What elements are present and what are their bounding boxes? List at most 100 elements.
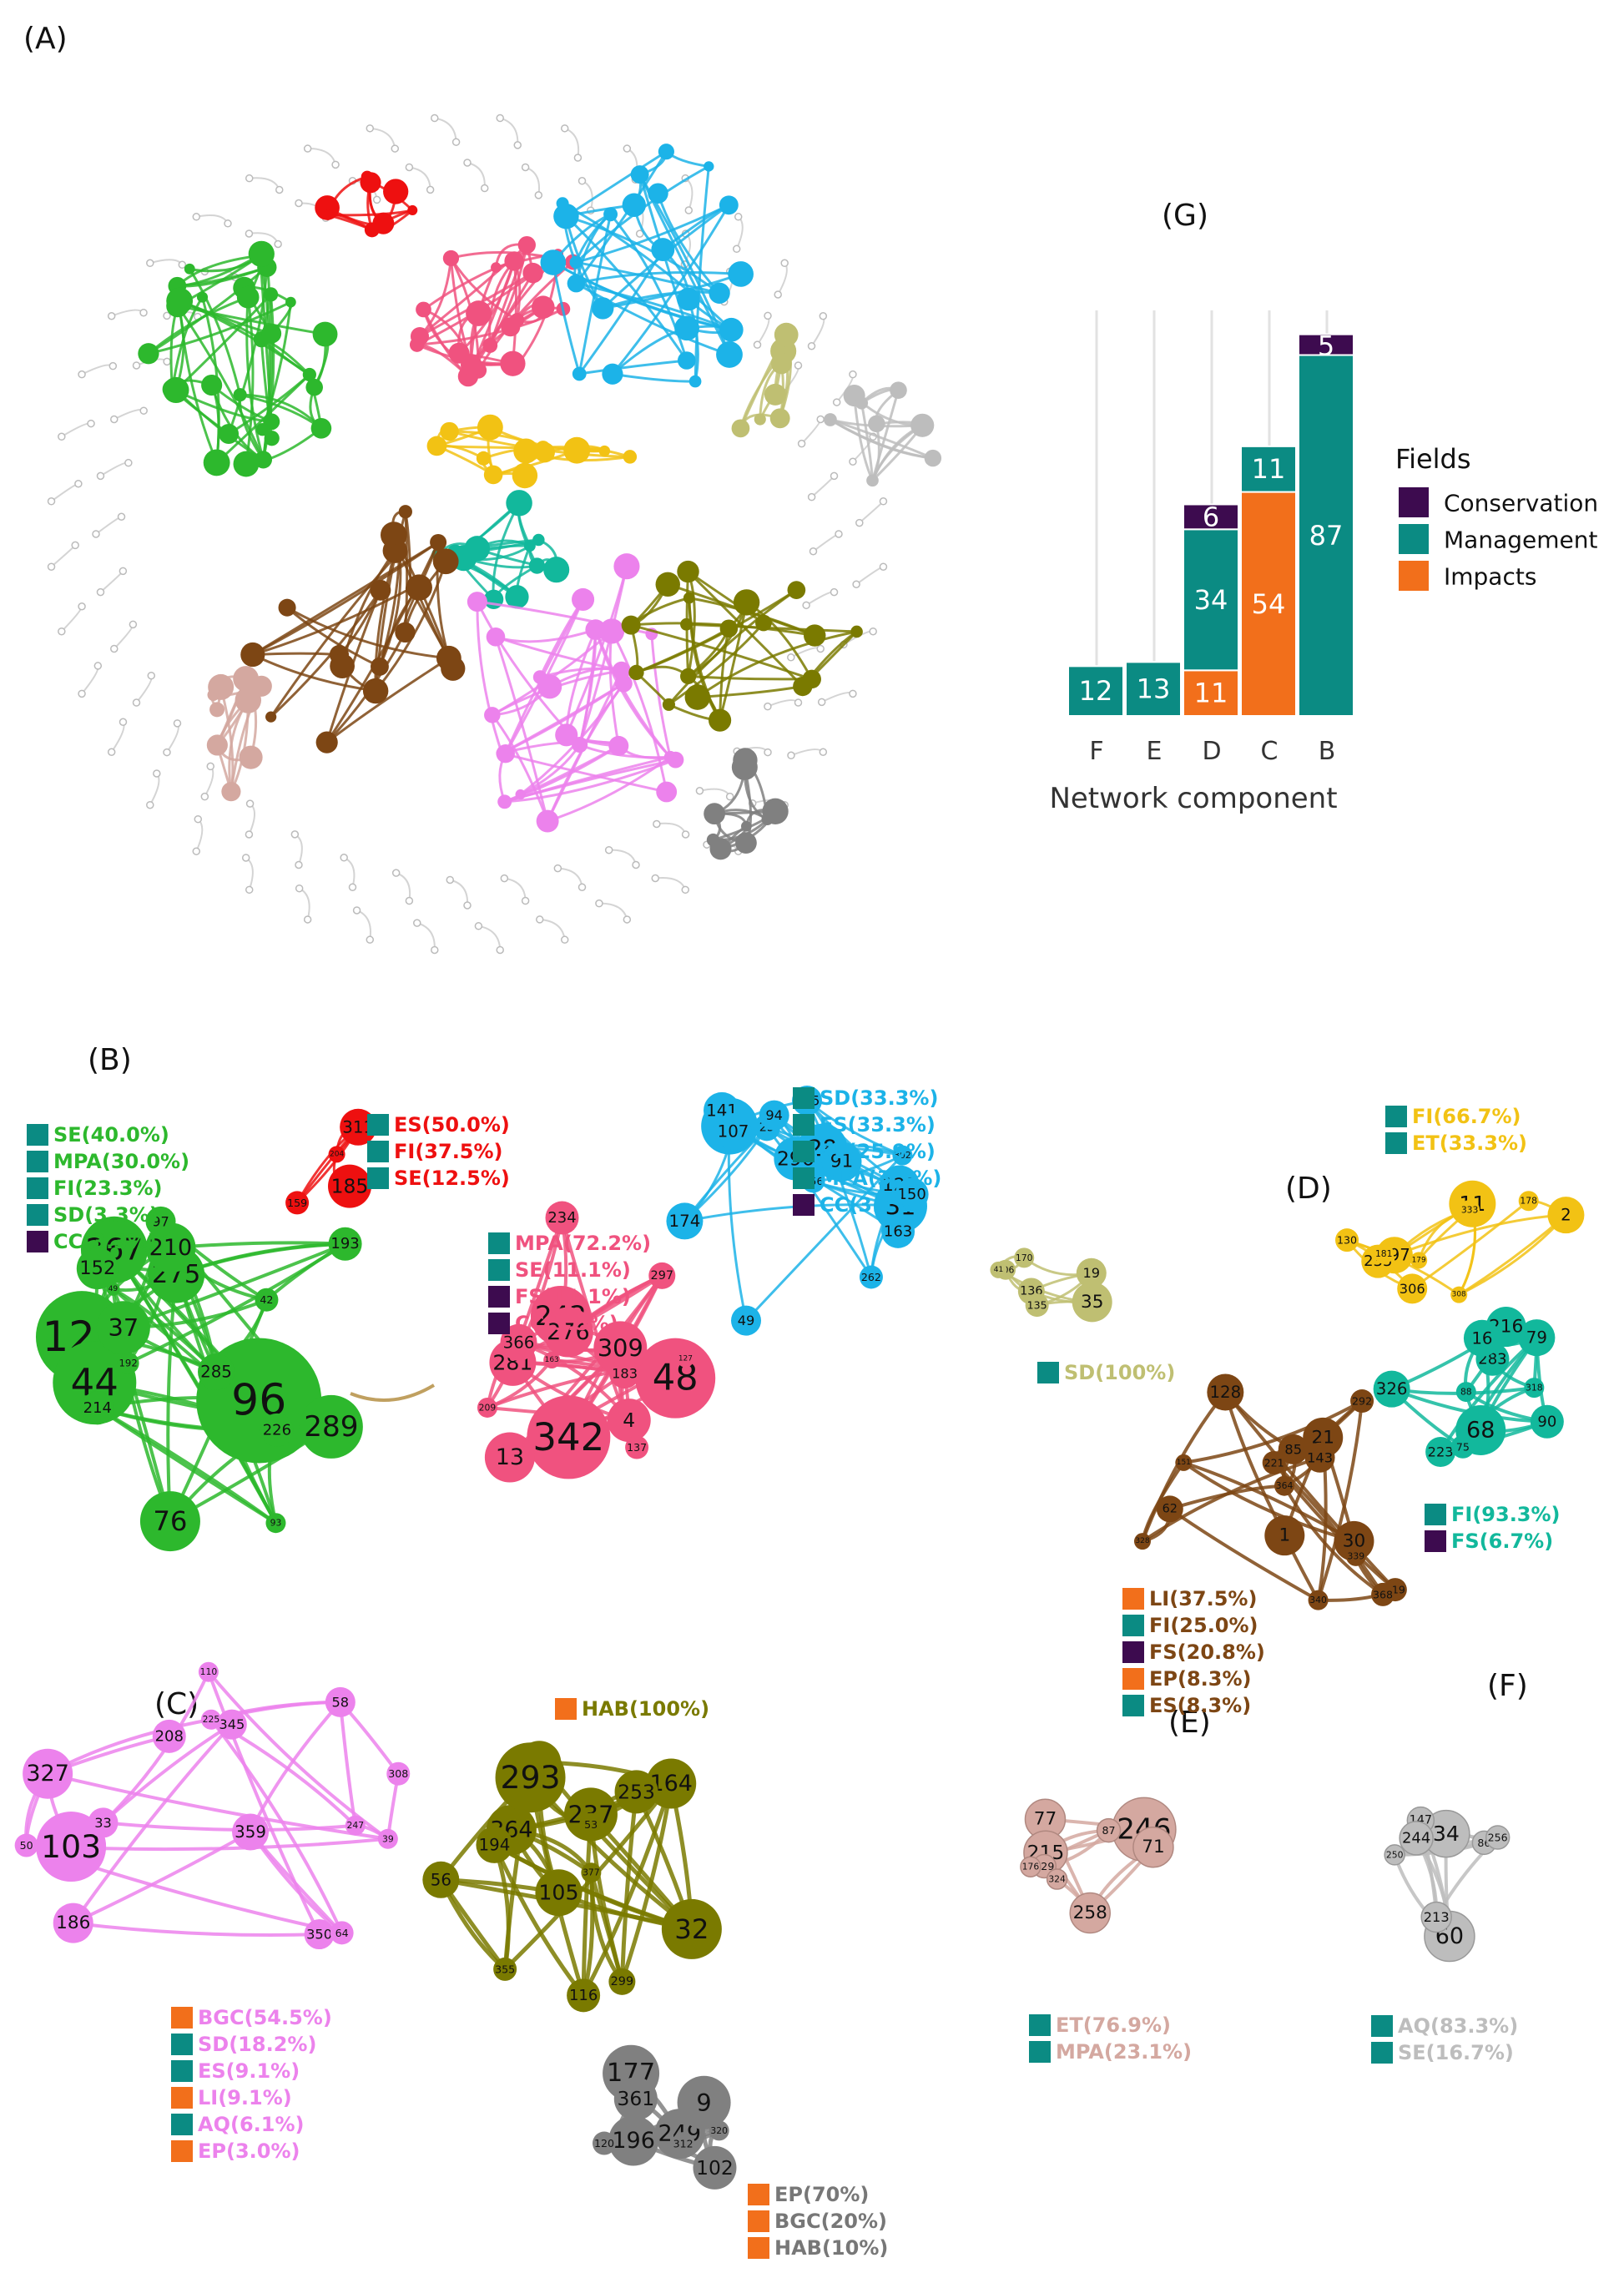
a-brown-node: [395, 622, 416, 643]
b-pink-node-label: 209: [479, 1402, 497, 1413]
background-edge: [598, 902, 628, 920]
b-cyan-node: [666, 1202, 704, 1240]
d-brown-node-label: 151: [1177, 1459, 1191, 1467]
background-node: [855, 518, 864, 527]
c-darkgrey-node-label: 9: [696, 2089, 711, 2117]
a-violet-edge: [610, 630, 668, 793]
a-pink-edge: [458, 260, 516, 355]
b-cyan-node: [731, 1305, 762, 1336]
c-olive-node: [493, 1957, 517, 1981]
a-brown-node: [406, 574, 432, 601]
c-olive-node: [495, 1742, 566, 1813]
background-node: [764, 702, 772, 711]
legend-swatch-management: [1371, 2042, 1393, 2064]
background-node: [560, 935, 569, 944]
b-green-node-label: 289: [304, 1410, 358, 1444]
d-brown-node: [1371, 1582, 1395, 1606]
background-node: [92, 530, 100, 538]
panel-a-label: (A): [23, 22, 68, 56]
b-pink-node: [635, 1338, 716, 1419]
a-green-node: [203, 449, 230, 476]
a-yellow-node: [440, 421, 459, 441]
a-brown-edge: [325, 589, 382, 743]
f-lightgrey-node: [1399, 1821, 1434, 1856]
legend-entry: FI(25.0%): [1149, 1614, 1258, 1637]
a-green-edge: [215, 373, 310, 464]
a-yellow-cluster: [426, 414, 638, 489]
background-node: [879, 562, 888, 571]
a-green-edge: [261, 301, 292, 431]
a-green-node: [166, 287, 194, 315]
a-cyan-node: [677, 287, 700, 311]
a-brown-node: [370, 579, 391, 601]
background-node: [96, 587, 105, 597]
c-violet-node: [88, 1807, 119, 1838]
c-violet-node-label: 58: [332, 1694, 350, 1710]
c-violet-node: [304, 1919, 335, 1950]
a-cyan-node: [719, 317, 744, 342]
a-pink-edge: [511, 260, 517, 364]
a-violet-edge: [504, 755, 671, 804]
a-cyan-node: [719, 195, 739, 215]
d-brown-node-label: 1: [1279, 1525, 1290, 1546]
d-yellow-node-label: 178: [1520, 1196, 1537, 1207]
c-violet-node: [377, 1828, 398, 1849]
legend-entry: AQ(6.1%): [198, 2113, 304, 2136]
b-pink-node: [648, 1262, 676, 1289]
background-edge: [699, 788, 731, 798]
bar-F-management: [1067, 665, 1124, 717]
legend-swatch-impacts: [748, 2184, 769, 2205]
background-node: [802, 601, 810, 610]
b-khaki-node: [1076, 1257, 1107, 1288]
a-green-cluster: [138, 240, 338, 477]
background-node: [732, 244, 741, 254]
b-green-node: [198, 1353, 235, 1391]
a-lightgrey-node: [868, 415, 885, 433]
c-violet-edge: [73, 1921, 320, 1937]
b-green-cluster: 1219644289267762753721015228519322642214…: [35, 1206, 363, 1552]
a-green-node: [264, 431, 280, 446]
a-cyan-node: [709, 282, 730, 304]
a-olive-edge: [696, 630, 857, 698]
background-node: [681, 885, 689, 895]
background-node: [78, 689, 86, 698]
a-olive-node: [684, 684, 711, 710]
d-yellow-node: [1335, 1228, 1359, 1252]
a-olive-node: [733, 589, 760, 616]
background-edge: [821, 692, 854, 703]
c-olive-node-label: 355: [495, 1963, 515, 1975]
a-brown-edges: [252, 510, 458, 743]
a-red-node: [407, 204, 418, 215]
a-brown-edge: [252, 541, 439, 656]
legend-swatch-management: [1037, 1362, 1059, 1383]
b-green-node-label: 214: [83, 1399, 112, 1417]
a-olive-edge: [630, 622, 815, 638]
a-cyan-edge: [579, 359, 687, 375]
b-cyan-node: [759, 1100, 789, 1131]
background-edge: [299, 887, 310, 920]
d-yellow-node: [1450, 1286, 1468, 1303]
legend-swatch-management: [171, 2060, 193, 2082]
d-brown-node: [1207, 1373, 1244, 1411]
background-node: [577, 177, 587, 185]
a-green-node: [196, 291, 209, 303]
legend-entry: CC(5.5%): [515, 1312, 618, 1335]
background-edge: [655, 877, 687, 890]
a-yellow-node: [598, 445, 611, 457]
a-brown-edge: [252, 652, 340, 657]
bar-label-D-management: 34: [1194, 584, 1228, 616]
d-teal-node-label: 88: [1460, 1387, 1472, 1398]
legend-swatch-conservation: [27, 1231, 48, 1252]
a-brown-node: [371, 657, 389, 676]
background-node: [132, 361, 141, 370]
a-pink-node: [500, 350, 526, 376]
f-lightgrey-node: [1420, 1901, 1452, 1933]
d-teal-node: [1373, 1370, 1410, 1408]
a-olive-node: [677, 560, 699, 583]
background-node: [807, 342, 816, 350]
d-brown-node: [1262, 1450, 1286, 1474]
c-violet-node-label: 345: [219, 1716, 245, 1732]
background-node: [87, 419, 95, 428]
a-darkgrey-node: [741, 820, 752, 832]
background-node: [413, 919, 421, 927]
